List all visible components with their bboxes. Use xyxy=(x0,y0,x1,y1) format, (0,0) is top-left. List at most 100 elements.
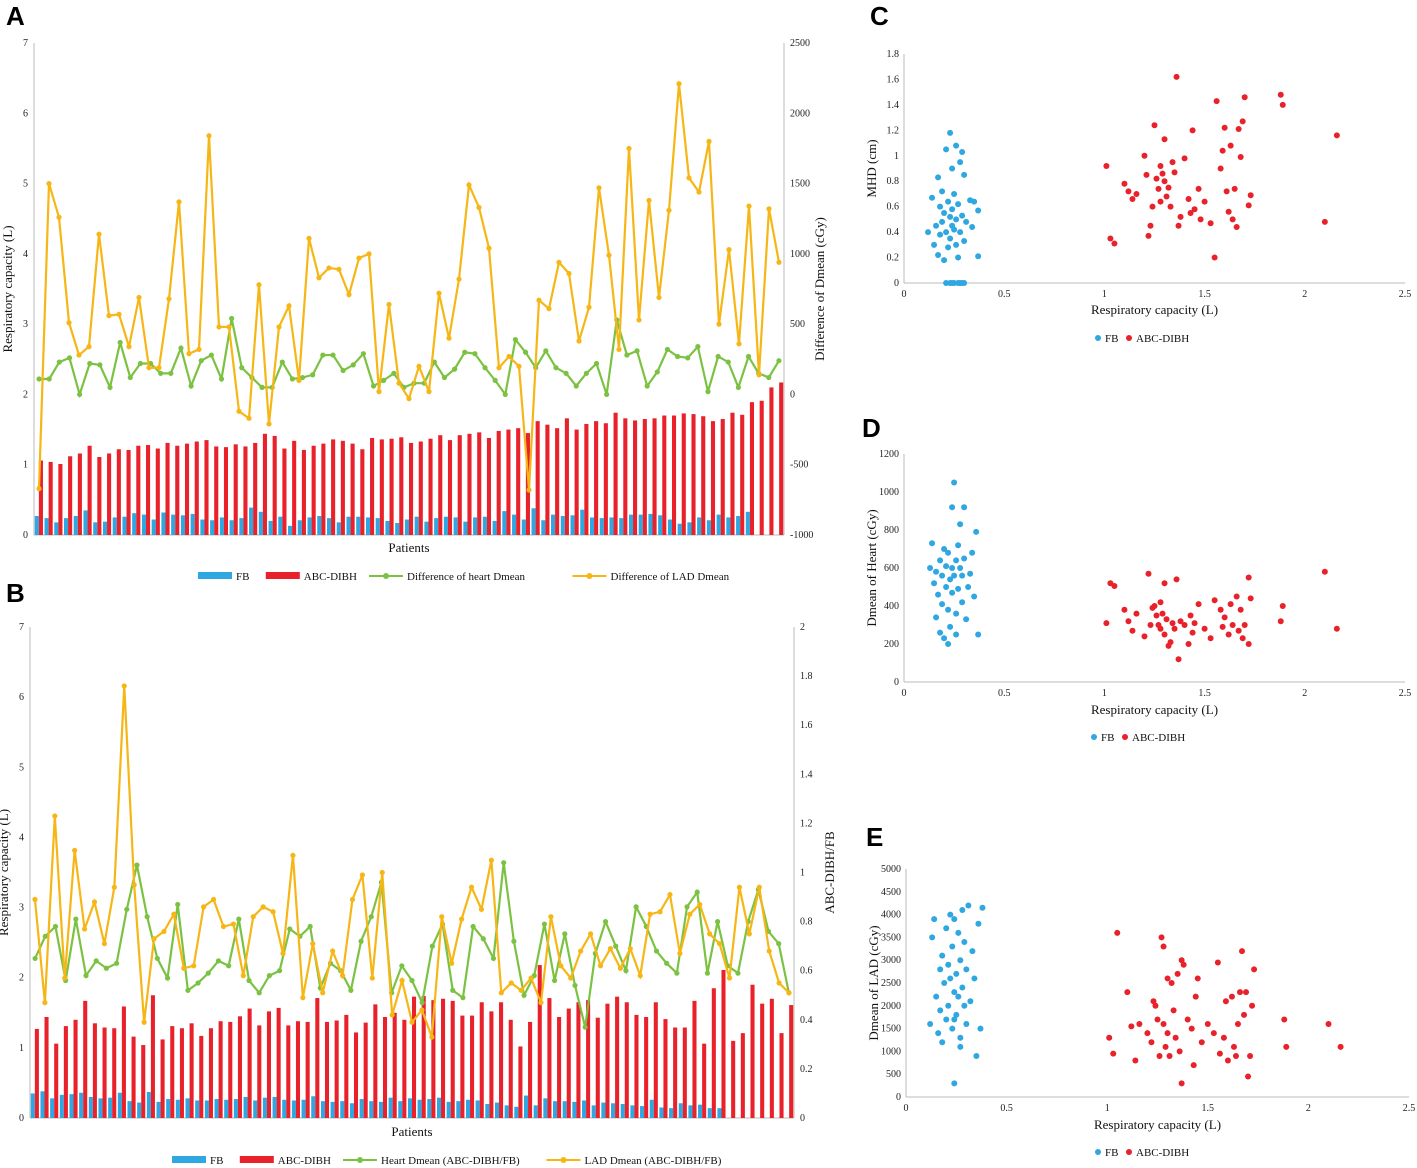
fb-point xyxy=(973,528,980,535)
dibh-bar xyxy=(228,1021,233,1118)
dibh-point xyxy=(1321,218,1328,225)
fb-bar xyxy=(239,518,244,535)
dibh-bar xyxy=(508,1019,513,1118)
fb-point xyxy=(955,585,962,592)
fb-bar xyxy=(233,1099,238,1118)
fb-bar xyxy=(463,521,468,535)
dibh-bar xyxy=(428,438,433,535)
fb-point xyxy=(939,601,946,608)
dibh-point xyxy=(1173,576,1180,583)
dibh-bar xyxy=(673,1027,678,1118)
fb-bar xyxy=(688,1105,693,1118)
x-axis-title: Respiratory capacity (L) xyxy=(1094,1117,1221,1132)
y-tick-label: 1500 xyxy=(881,1024,901,1035)
y-tick-label: 0.6 xyxy=(887,202,900,213)
fb-point xyxy=(953,142,960,149)
fb-bar xyxy=(278,516,283,535)
dibh-point xyxy=(1201,198,1208,205)
dibh-bar xyxy=(199,1035,204,1118)
x-tick-label: 1 xyxy=(1102,289,1107,300)
dibh-bar xyxy=(555,428,560,535)
dibh-point xyxy=(1237,154,1244,161)
left-axis-title: Respiratory capacity (L) xyxy=(0,809,11,936)
fb-point xyxy=(959,984,966,991)
y-tick-label: 1.4 xyxy=(887,100,900,111)
heart-point xyxy=(178,345,184,351)
heart-point xyxy=(310,372,316,378)
lad-line xyxy=(37,83,781,491)
dibh-point xyxy=(1175,222,1182,229)
dibh-point xyxy=(1249,1002,1256,1009)
lad-point xyxy=(136,294,142,301)
left-tick-label: 5 xyxy=(19,762,24,773)
fb-point xyxy=(973,1052,980,1059)
dibh-point xyxy=(1158,934,1165,941)
fb-point xyxy=(975,207,982,214)
dibh-point xyxy=(1235,126,1242,133)
dibh-point xyxy=(1236,989,1243,996)
dibh-point xyxy=(1171,169,1178,176)
lad-point xyxy=(220,923,227,930)
legend-entry: ABC-DIBH xyxy=(1132,732,1185,744)
lad-point xyxy=(330,948,336,954)
dibh-bar xyxy=(605,1003,610,1118)
dibh-bar xyxy=(691,414,696,535)
lad-point xyxy=(647,911,653,917)
dibh-bar xyxy=(77,453,82,535)
fb-point xyxy=(945,244,952,251)
legend-swatch-marker xyxy=(357,1157,363,1163)
heart-point xyxy=(583,370,589,376)
lad-point xyxy=(746,931,752,937)
fb-point xyxy=(933,222,940,229)
lad-point xyxy=(508,980,514,986)
dibh-bar xyxy=(48,461,53,535)
dibh-point xyxy=(1167,203,1174,210)
lad-point xyxy=(548,914,554,920)
fb-bar xyxy=(282,1099,287,1118)
legend-swatch xyxy=(239,1156,274,1163)
fb-point xyxy=(945,549,952,556)
fb-point xyxy=(947,129,954,136)
fb-point xyxy=(955,201,962,208)
dibh-bar xyxy=(131,1036,136,1118)
heart-point xyxy=(279,359,285,365)
heart-point xyxy=(226,963,232,969)
heart-point xyxy=(685,355,691,361)
y-tick-label: 4500 xyxy=(881,887,901,898)
y-tick-label: 2500 xyxy=(881,978,901,989)
dibh-bar xyxy=(189,1023,194,1118)
dibh-point xyxy=(1175,656,1182,663)
dibh-point xyxy=(1195,185,1202,192)
fb-bar xyxy=(83,510,88,535)
dibh-point xyxy=(1151,603,1158,609)
fb-point xyxy=(953,216,960,223)
dibh-bar xyxy=(779,382,784,535)
heart-point xyxy=(452,366,458,372)
dibh-bar xyxy=(262,433,267,535)
heart-point xyxy=(664,346,671,353)
dibh-point xyxy=(1129,196,1136,203)
lad-point xyxy=(236,408,242,414)
heart-point xyxy=(604,391,610,398)
fb-bar xyxy=(473,517,478,535)
lad-point xyxy=(36,486,42,492)
fb-point xyxy=(953,631,960,638)
fb-bar xyxy=(531,508,536,535)
fb-point xyxy=(945,1002,952,1009)
y-tick-label: 0 xyxy=(894,677,899,688)
fb-point xyxy=(957,159,964,166)
lad-point xyxy=(386,301,392,308)
heart-point xyxy=(185,987,191,993)
fb-bar xyxy=(716,514,721,535)
heart-point xyxy=(164,975,171,981)
lad-point xyxy=(196,346,202,353)
dibh-point xyxy=(1180,961,1187,968)
lad-point xyxy=(359,872,365,878)
lad-point xyxy=(106,313,112,319)
dibh-bar xyxy=(321,443,326,535)
x-tick-label: 2.5 xyxy=(1403,1103,1416,1114)
fb-point xyxy=(947,975,954,982)
dibh-bar xyxy=(331,439,336,535)
fb-point xyxy=(957,1043,964,1050)
heart-point xyxy=(198,358,204,364)
